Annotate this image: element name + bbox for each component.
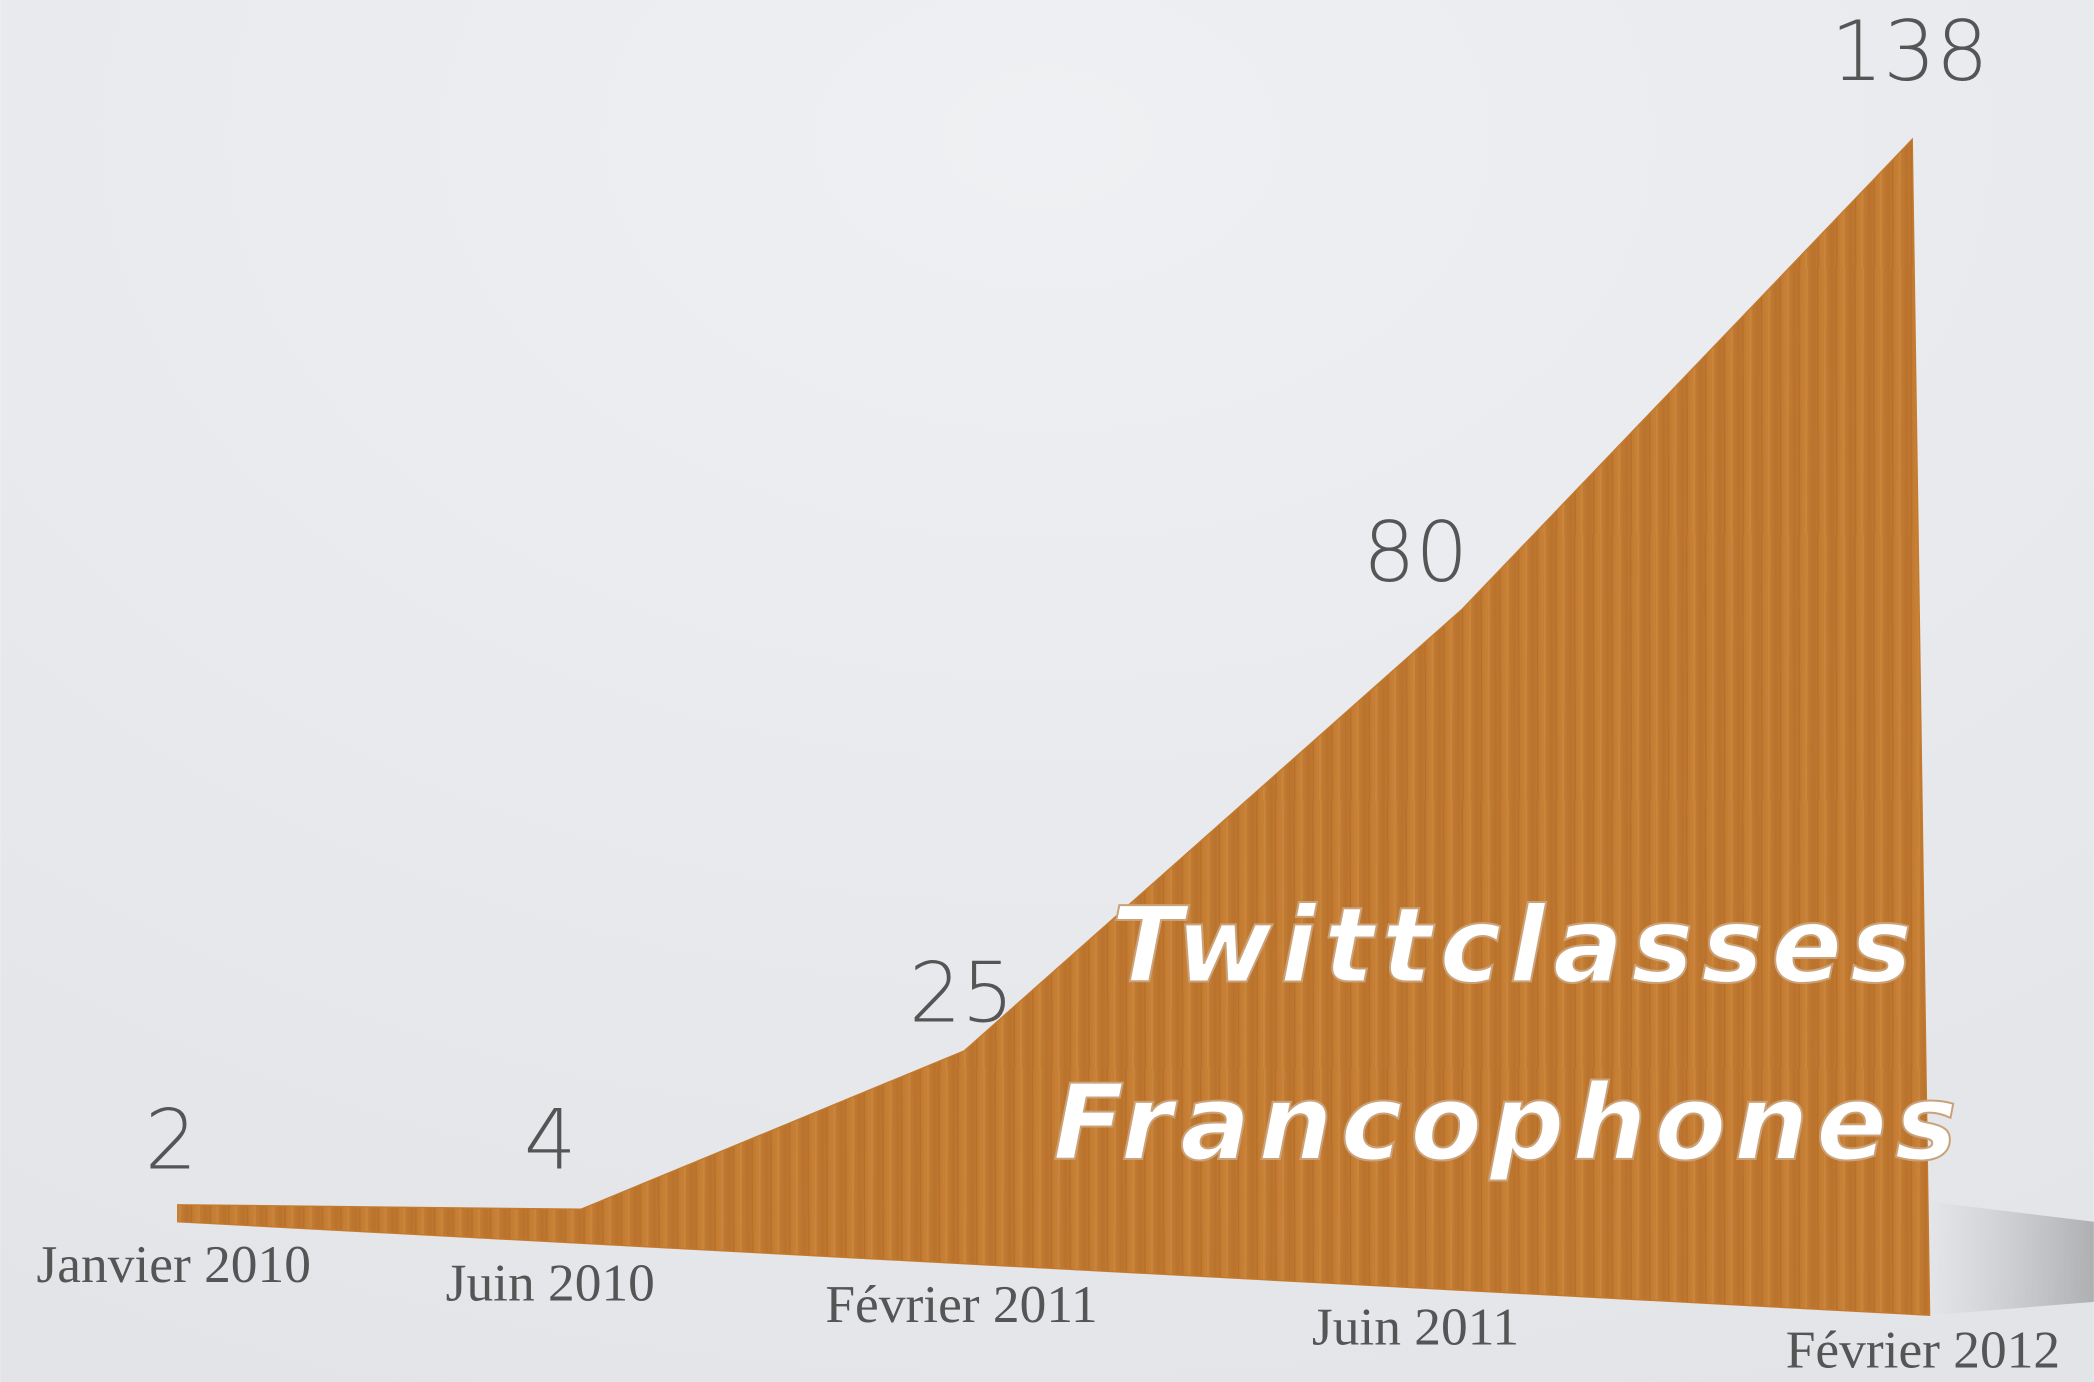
x-tick-label: Janvier 2010 [37, 1234, 311, 1294]
x-tick-label: Juin 2010 [446, 1253, 655, 1313]
x-tick-label: Juin 2011 [1312, 1297, 1519, 1357]
value-label: 80 [1363, 504, 1468, 601]
value-label: 2 [145, 1091, 198, 1188]
area [177, 137, 1931, 1316]
plot [177, 137, 1931, 1316]
chart-title: Twittclasses [1111, 884, 1920, 1006]
x-tick-label: Février 2011 [825, 1274, 1097, 1334]
x-tick-label: Février 2012 [1786, 1319, 2060, 1379]
shadow [1929, 1201, 2094, 1316]
value-label: 4 [524, 1091, 577, 1188]
value-label: 25 [909, 944, 1014, 1041]
chart-title: Francophones [1053, 1062, 1965, 1184]
value-label: 138 [1831, 3, 1989, 100]
area-tint [177, 139, 1930, 1316]
